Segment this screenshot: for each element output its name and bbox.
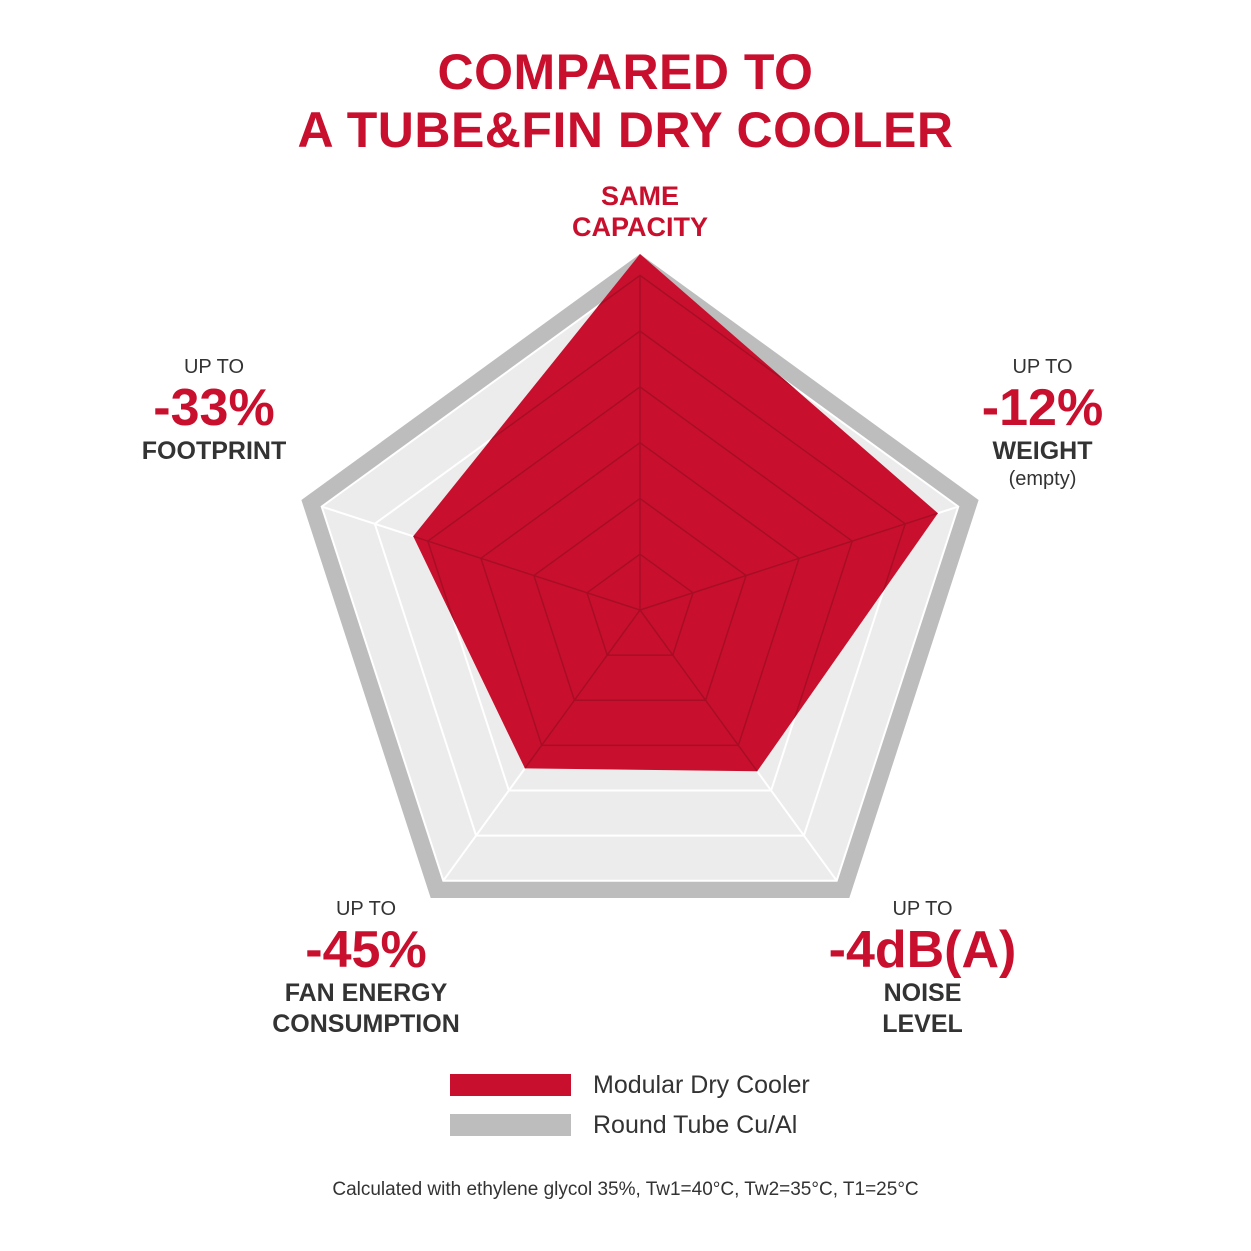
grid-ring-overlay	[533, 497, 747, 701]
grid-ring-overlay	[586, 553, 694, 656]
capacity-label-line1: SAME	[600, 181, 679, 211]
fan-prefix: UP TO	[335, 898, 397, 920]
grid-spoke-overlay	[413, 505, 641, 611]
axis-label-capacity: SAME CAPACITY	[540, 181, 740, 243]
axis-label-weight: UP TO -12% WEIGHT (empty)	[940, 354, 1145, 491]
grid-ring-overlay	[426, 385, 854, 772]
noise-name-line1: NOISE	[883, 979, 962, 1007]
chart-title-line2: A TUBE&FIN DRY COOLER	[297, 102, 954, 158]
weight-name: WEIGHT	[992, 437, 1093, 465]
axis-label-footprint: UP TO -33% FOOTPRINT	[114, 354, 314, 467]
fan-value: -45%	[305, 921, 427, 979]
legend-item-modular: Modular Dry Cooler	[450, 1070, 810, 1099]
footprint-value: -33%	[153, 379, 275, 437]
grid-ring-overlay	[480, 441, 800, 747]
weight-prefix: UP TO	[1012, 356, 1073, 378]
capacity-label-line2: CAPACITY	[571, 212, 708, 242]
grid-ring	[320, 274, 960, 882]
legend-item-round-tube: Round Tube Cu/Al	[450, 1110, 798, 1139]
fan-name-line1: FAN ENERGY	[284, 979, 448, 1007]
noise-name-line2: LEVEL	[882, 1010, 963, 1038]
noise-value: -4dB(A)	[828, 921, 1017, 979]
noise-prefix: UP TO	[892, 898, 953, 920]
grid-spoke-overlay	[442, 609, 641, 772]
weight-value: -12%	[981, 379, 1104, 437]
footprint-prefix: UP TO	[183, 356, 245, 378]
footnote: Calculated with ethylene glycol 35%, Tw1…	[332, 1179, 919, 1200]
chart-title-line1: COMPARED TO	[437, 44, 814, 100]
series-modular-area	[413, 254, 938, 772]
footprint-name: FOOTPRINT	[141, 437, 287, 465]
axis-label-noise: UP TO -4dB(A) NOISE LEVEL	[800, 896, 1045, 1040]
legend-swatch-round-tube	[450, 1114, 571, 1136]
grid-spoke-overlay	[639, 505, 938, 611]
weight-sub: (empty)	[1008, 468, 1077, 490]
legend-label-round-tube: Round Tube Cu/Al	[593, 1110, 798, 1139]
fan-name-line2: CONSUMPTION	[272, 1010, 460, 1038]
legend-label-modular: Modular Dry Cooler	[593, 1070, 810, 1099]
grid-spoke-overlay	[639, 609, 838, 772]
axis-label-fan: UP TO -45% FAN ENERGY CONSUMPTION	[246, 896, 486, 1040]
legend-swatch-modular	[450, 1074, 571, 1096]
